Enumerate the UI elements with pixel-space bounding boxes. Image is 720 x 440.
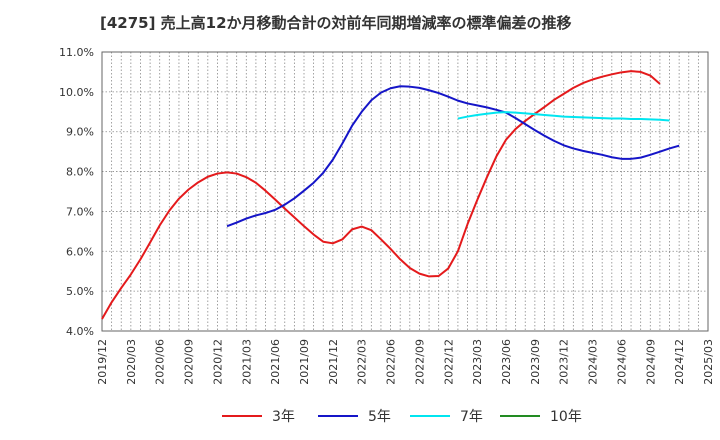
legend-item: 3年: [222, 403, 295, 429]
legend-swatch: [222, 415, 262, 417]
x-tick-label: 2024/12: [673, 339, 686, 385]
y-tick-label: 9.0%: [66, 126, 94, 139]
plot-area: [102, 52, 708, 331]
x-tick-label: 2020/03: [125, 339, 138, 385]
y-tick-label: 5.0%: [66, 285, 94, 298]
x-tick-label: 2025/03: [702, 339, 715, 385]
x-tick-label: 2024/09: [644, 339, 657, 385]
plot-border: [101, 51, 709, 332]
legend-label: 7年: [460, 409, 483, 425]
series-line: [226, 85, 680, 228]
x-tick-label: 2023/09: [529, 339, 542, 385]
x-tick-label: 2023/06: [500, 339, 513, 385]
x-tick-label: 2024/06: [615, 339, 628, 385]
chart-legend: 3年 5年 7年 10年: [0, 403, 720, 429]
legend-item: 10年: [500, 403, 582, 429]
x-tick-label: 2020/06: [154, 339, 167, 385]
legend-item: 7年: [410, 403, 483, 429]
x-tick-label: 2022/09: [413, 339, 426, 385]
legend-swatch: [410, 415, 450, 417]
x-tick-label: 2021/09: [298, 339, 311, 385]
x-tick-label: 2024/03: [587, 339, 600, 385]
legend-swatch: [318, 415, 358, 417]
legend-swatch: [500, 415, 540, 417]
x-tick-label: 2022/06: [385, 339, 398, 385]
x-tick-label: 2021/12: [327, 339, 340, 385]
x-tick-label: 2022/12: [442, 339, 455, 385]
legend-label: 5年: [368, 409, 391, 425]
x-tick-label: 2021/03: [240, 339, 253, 385]
x-tick-label: 2020/09: [183, 339, 196, 385]
x-tick-label: 2019/12: [96, 339, 109, 385]
y-tick-label: 4.0%: [66, 325, 94, 338]
y-tick-label: 10.0%: [59, 86, 94, 99]
x-tick-label: 2023/12: [558, 339, 571, 385]
y-tick-label: 7.0%: [66, 205, 94, 218]
y-tick-label: 6.0%: [66, 245, 94, 258]
x-tick-label: 2020/12: [211, 339, 224, 385]
legend-item: 5年: [318, 403, 391, 429]
legend-label: 10年: [550, 409, 582, 425]
x-tick-label: 2021/06: [269, 339, 282, 385]
series-line: [101, 70, 661, 320]
chart-title: [4275] 売上高12か月移動合計の対前年同期増減率の標準偏差の推移: [100, 14, 572, 32]
y-tick-label: 8.0%: [66, 166, 94, 179]
y-tick-label: 11.0%: [59, 46, 94, 59]
x-tick-label: 2023/03: [471, 339, 484, 385]
series-line: [457, 111, 670, 122]
legend-label: 3年: [272, 409, 295, 425]
x-tick-label: 2022/03: [356, 339, 369, 385]
